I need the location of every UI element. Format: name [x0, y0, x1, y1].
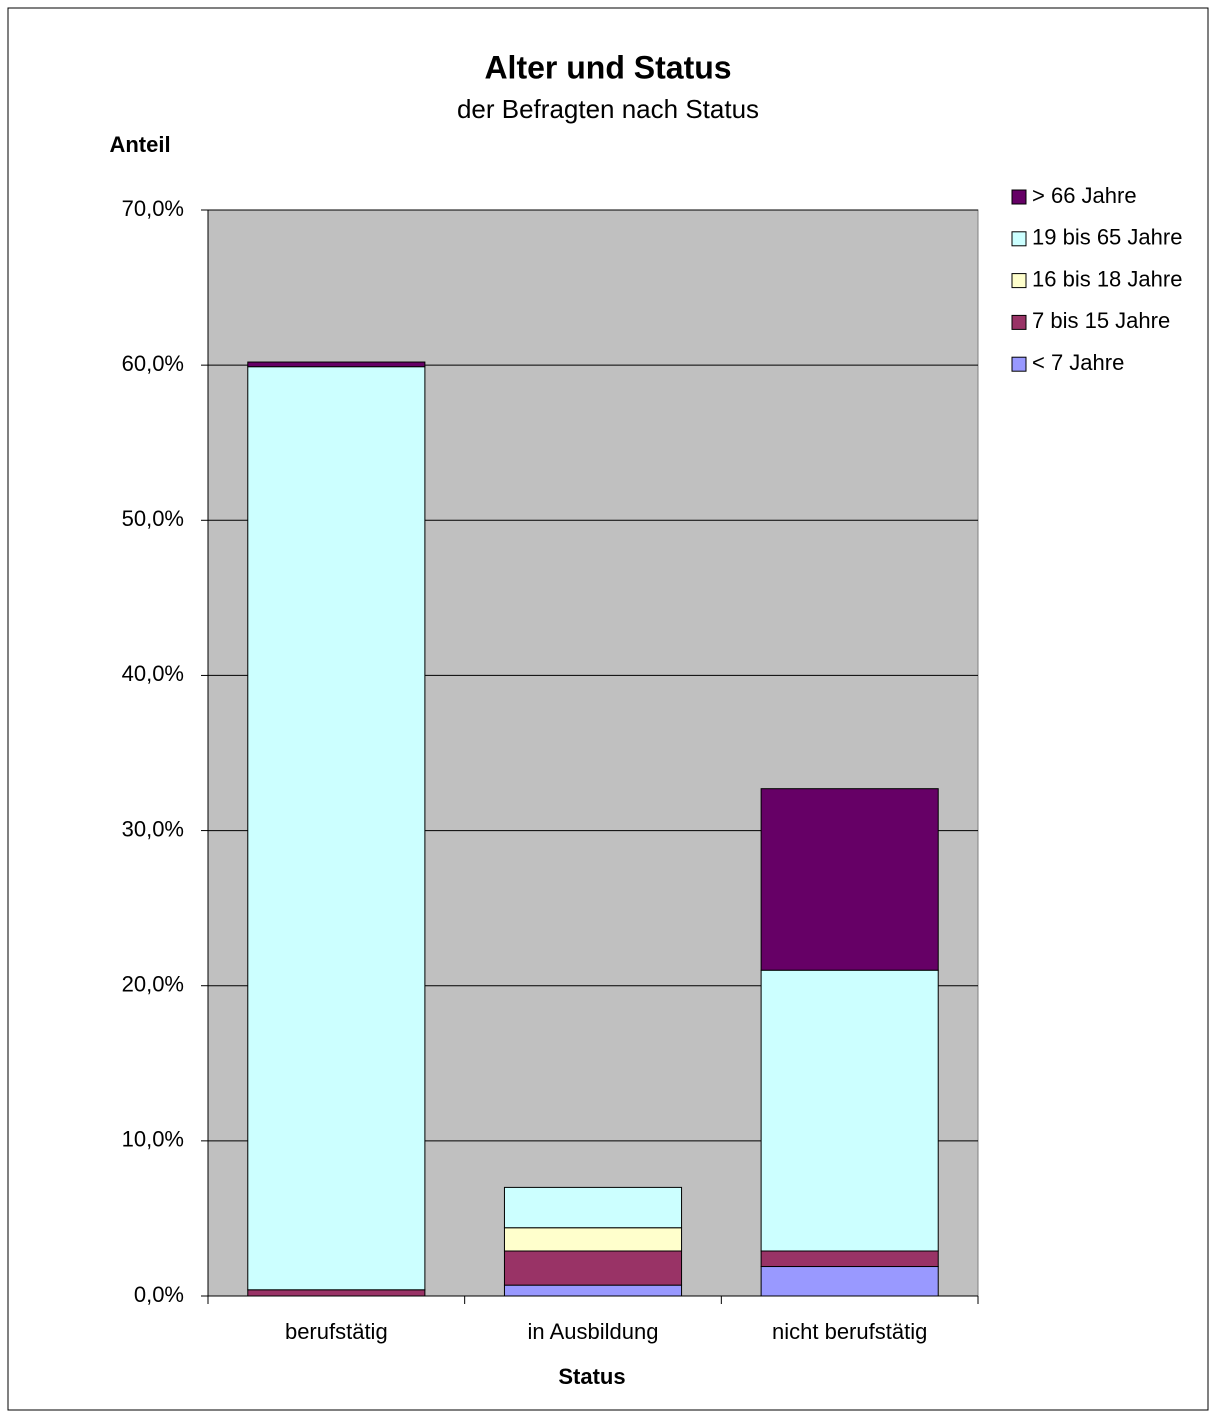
chart-title: Alter und Status	[484, 49, 731, 85]
bar-segment	[503, 1284, 683, 1297]
y-tick-label: 50,0%	[122, 506, 184, 531]
x-tick-label: in Ausbildung	[528, 1319, 659, 1344]
bar-segment	[503, 1250, 683, 1286]
y-tick-label: 40,0%	[122, 661, 184, 686]
legend-label: > 66 Jahre	[1032, 183, 1137, 208]
legend-label: 19 bis 65 Jahre	[1032, 225, 1182, 250]
legend-label: < 7 Jahre	[1032, 350, 1124, 375]
legend-swatch	[1011, 189, 1027, 205]
y-tick-label: 60,0%	[122, 351, 184, 376]
bar-segment	[760, 788, 939, 971]
bar-segment	[247, 366, 426, 1291]
bar-segment	[760, 1266, 939, 1297]
x-axis-label: Status	[558, 1364, 625, 1389]
legend-swatch	[1011, 314, 1027, 330]
legend-swatch	[1011, 231, 1027, 247]
bar-segment	[760, 1250, 939, 1268]
x-tick-label: berufstätig	[285, 1319, 388, 1344]
legend-swatch	[1011, 273, 1027, 289]
bar-segment	[247, 361, 426, 368]
x-tick-label: nicht berufstätig	[772, 1319, 927, 1344]
y-tick-label: 10,0%	[122, 1127, 184, 1152]
y-axis-label: Anteil	[109, 132, 170, 157]
bar-segment	[503, 1227, 683, 1252]
legend-swatch	[1011, 356, 1027, 372]
y-tick-label: 20,0%	[122, 972, 184, 997]
y-tick-label: 30,0%	[122, 816, 184, 841]
legend-label: 7 bis 15 Jahre	[1032, 308, 1170, 333]
bar-segment	[247, 1289, 426, 1297]
bar-segment	[760, 969, 939, 1252]
legend-label: 16 bis 18 Jahre	[1032, 266, 1182, 291]
y-tick-label: 70,0%	[122, 196, 184, 221]
chart-subtitle: der Befragten nach Status	[457, 94, 759, 124]
bar-segment	[503, 1186, 683, 1229]
y-tick-label: 0,0%	[134, 1282, 184, 1307]
